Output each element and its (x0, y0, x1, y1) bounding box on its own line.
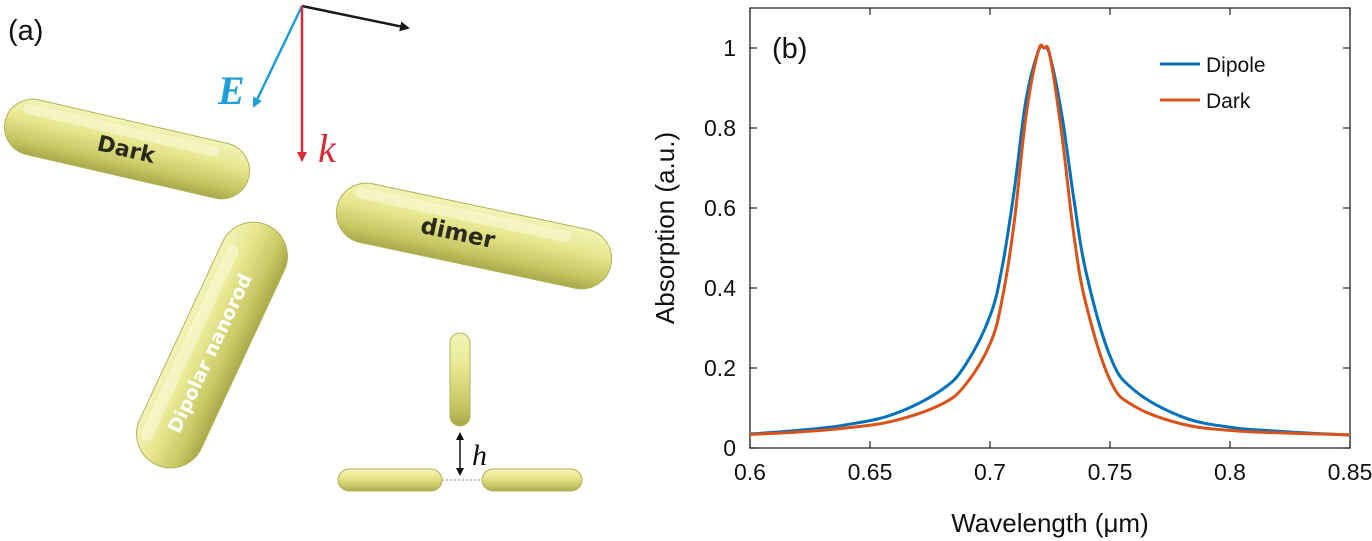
x-axis-title: Wavelength (μm) (951, 508, 1149, 538)
panel-a-label: (a) (8, 15, 43, 47)
y-tick-label: 0.8 (704, 115, 736, 141)
geometry-inset: h (337, 332, 583, 492)
gap-h-label: h (472, 439, 487, 472)
e-field-arrow (252, 5, 304, 108)
y-tick-label: 0.4 (704, 275, 736, 301)
dipolar-nanorod: Dipolar nanorod (136, 221, 288, 469)
panel-a-schematic: (a) E k Dark dimer Dipolar nanorod h (3, 4, 613, 492)
panel-b-label: (b) (772, 33, 807, 65)
absorption-chart: 0.6 0.65 0.7 0.75 0.8 0.85 0 0.2 0.4 0.6 0.8 1 Wavel… (650, 7, 1372, 538)
y-tick-label: 0.2 (704, 355, 736, 381)
e-field-label: E (217, 68, 245, 113)
x-tick-label: 0.65 (848, 459, 893, 485)
x-tick-label: 0.75 (1088, 459, 1133, 485)
x-tick-label: 0.6 (734, 459, 766, 485)
x-tick-label: 0.8 (1214, 459, 1246, 485)
x-axis-arrow (301, 4, 410, 32)
plot-frame (749, 7, 1351, 449)
x-tick-label: 0.7 (974, 459, 1006, 485)
legend-label-dark: Dark (1206, 90, 1251, 113)
y-tick-label: 0.6 (704, 195, 736, 221)
dark-rod: Dark (3, 98, 251, 200)
y-axis-title: Absorption (a.u.) (650, 132, 680, 324)
y-tick-label: 1 (723, 35, 736, 61)
dimer-rod: dimer (335, 182, 613, 290)
x-tick-label: 0.85 (1328, 459, 1372, 485)
legend-label-dipole: Dipole (1206, 54, 1266, 77)
k-vector-label: k (318, 126, 337, 171)
series-line-dark (749, 43, 1351, 437)
y-tick-label: 0 (723, 435, 736, 461)
